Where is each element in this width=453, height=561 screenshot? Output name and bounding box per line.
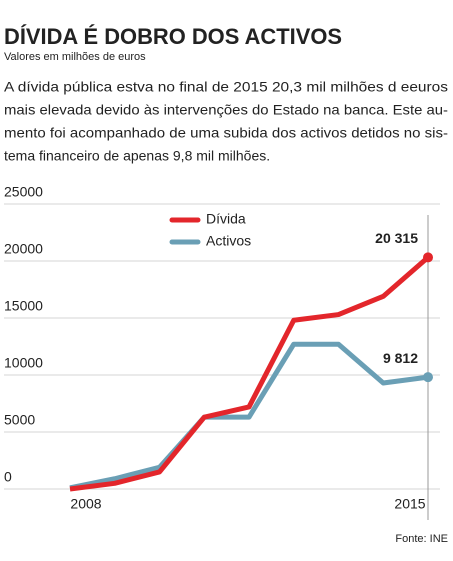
body-text: mento foi acompanhado de uma subida dos … — [4, 125, 448, 141]
body-text: A dívida pública estva no final de 2015 … — [4, 79, 448, 95]
line-0 — [69, 255, 430, 492]
data-label: 9 812 — [383, 350, 418, 366]
y-tick-label: 10000 — [4, 355, 43, 371]
x-tick-label: 2008 — [70, 496, 101, 512]
y-tick-label: 0 — [4, 469, 12, 485]
end-marker — [423, 252, 433, 263]
data-label: 20 315 — [375, 230, 418, 246]
body-text: tema financeiro de apenas 9,8 mil milhõe… — [4, 148, 270, 164]
end-marker — [423, 372, 433, 383]
legend-label: Dívida — [206, 211, 246, 227]
source: Fonte: INE — [395, 533, 448, 545]
chart-title: DÍVIDA É DOBRO DOS ACTIVOS — [4, 24, 342, 49]
line-1 — [69, 341, 429, 491]
y-tick-label: 5000 — [4, 412, 35, 428]
legend-label: Activos — [206, 233, 251, 249]
y-tick-label: 25000 — [4, 184, 43, 200]
chart-subtitle: Valores em milhões de euros — [4, 51, 146, 63]
y-tick-label: 20000 — [4, 241, 43, 257]
y-tick-label: 15000 — [4, 298, 43, 314]
body-text: mais elevada devido às intervenções do E… — [4, 102, 448, 118]
x-tick-label: 2015 — [394, 496, 425, 512]
